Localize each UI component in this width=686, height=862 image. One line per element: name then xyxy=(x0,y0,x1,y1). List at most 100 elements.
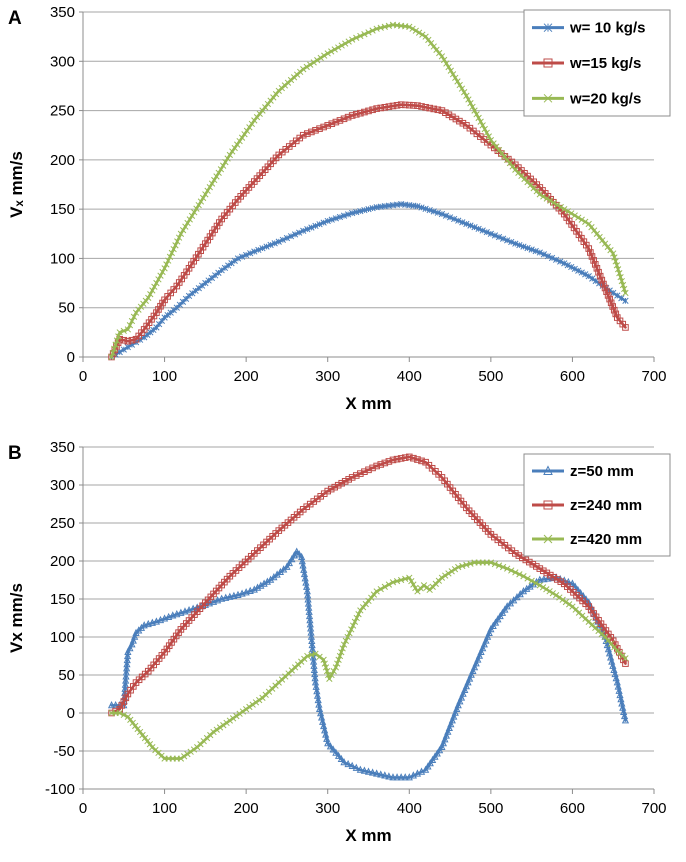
data-point xyxy=(113,337,121,344)
data-point xyxy=(324,738,332,747)
data-point xyxy=(365,107,372,115)
data-point xyxy=(342,40,349,47)
data-point xyxy=(197,198,205,205)
data-point xyxy=(612,258,619,265)
data-point xyxy=(151,283,158,290)
data-point xyxy=(479,122,486,129)
data-point xyxy=(271,240,278,247)
data-point xyxy=(308,224,315,231)
data-point xyxy=(561,205,568,213)
data-point xyxy=(172,242,179,249)
data-point xyxy=(335,656,342,663)
data-point xyxy=(211,176,218,184)
data-point xyxy=(112,700,120,709)
legend-swatch-marker xyxy=(543,534,553,544)
data-point xyxy=(546,571,554,579)
data-point xyxy=(442,212,450,219)
data-point xyxy=(131,632,139,640)
x-tick-label: 500 xyxy=(478,800,503,817)
data-point xyxy=(328,48,335,55)
data-point xyxy=(430,105,438,113)
y-tick-label: 150 xyxy=(50,201,75,218)
data-point xyxy=(582,218,589,225)
data-point xyxy=(422,103,429,111)
data-point xyxy=(385,103,393,110)
data-point xyxy=(338,649,345,656)
data-point xyxy=(109,349,117,357)
data-point xyxy=(522,556,530,564)
data-point xyxy=(452,115,460,123)
data-point xyxy=(337,754,345,763)
data-point xyxy=(238,134,246,141)
data-point xyxy=(377,770,385,778)
data-point xyxy=(187,748,194,755)
y-tick-label: 100 xyxy=(50,629,75,646)
y-tick-label: 250 xyxy=(50,103,75,120)
data-point xyxy=(153,279,160,287)
data-point xyxy=(355,611,362,618)
data-point xyxy=(469,103,476,111)
data-point xyxy=(287,233,295,240)
data-point xyxy=(445,111,453,119)
data-point xyxy=(267,241,274,249)
data-point xyxy=(126,322,134,329)
data-point xyxy=(324,50,331,57)
legend-swatch-marker xyxy=(543,465,553,475)
data-point xyxy=(327,485,335,493)
data-point xyxy=(248,120,256,128)
data-point xyxy=(408,577,415,585)
x-tick-label: 0 xyxy=(79,368,87,385)
data-point xyxy=(116,709,123,717)
data-point xyxy=(126,643,134,652)
data-point xyxy=(461,89,468,96)
data-point xyxy=(373,588,380,595)
data-point xyxy=(288,555,296,563)
data-point xyxy=(352,111,360,118)
data-point xyxy=(622,655,629,662)
data-point xyxy=(539,567,547,575)
data-point xyxy=(459,689,467,697)
data-point xyxy=(107,700,116,709)
data-point xyxy=(448,568,455,575)
data-point xyxy=(304,652,311,660)
series-1 xyxy=(107,547,630,781)
data-point xyxy=(598,276,606,284)
data-point xyxy=(145,294,152,302)
x-tick-label: 400 xyxy=(397,368,422,385)
data-point xyxy=(593,264,601,272)
data-point xyxy=(393,773,401,781)
data-point xyxy=(457,693,466,701)
data-point xyxy=(336,213,344,221)
data-point xyxy=(552,256,560,263)
data-point xyxy=(591,261,599,268)
data-point xyxy=(326,675,333,682)
data-point xyxy=(458,85,466,92)
data-point xyxy=(186,216,193,223)
data-point xyxy=(422,205,429,212)
data-point xyxy=(344,113,352,121)
data-point xyxy=(462,681,470,690)
data-point xyxy=(173,609,181,618)
data-point xyxy=(352,472,360,479)
data-point xyxy=(377,585,384,593)
data-point xyxy=(293,547,301,555)
data-point xyxy=(226,592,234,600)
data-point xyxy=(252,699,260,706)
data-point xyxy=(438,574,446,581)
data-point xyxy=(332,664,340,671)
legend: z=50 mm z=240 mm z=420 mm xyxy=(523,453,671,557)
data-point xyxy=(348,761,356,769)
data-point xyxy=(304,130,311,137)
data-point xyxy=(373,769,381,777)
data-point xyxy=(336,117,344,124)
data-point xyxy=(585,273,592,280)
data-point xyxy=(344,633,351,641)
data-point xyxy=(438,210,446,218)
data-point xyxy=(181,607,189,615)
data-point xyxy=(477,118,484,125)
data-point xyxy=(385,772,393,780)
data-point xyxy=(568,579,577,587)
data-point xyxy=(122,668,130,676)
data-point xyxy=(231,257,238,264)
data-point xyxy=(606,295,613,303)
